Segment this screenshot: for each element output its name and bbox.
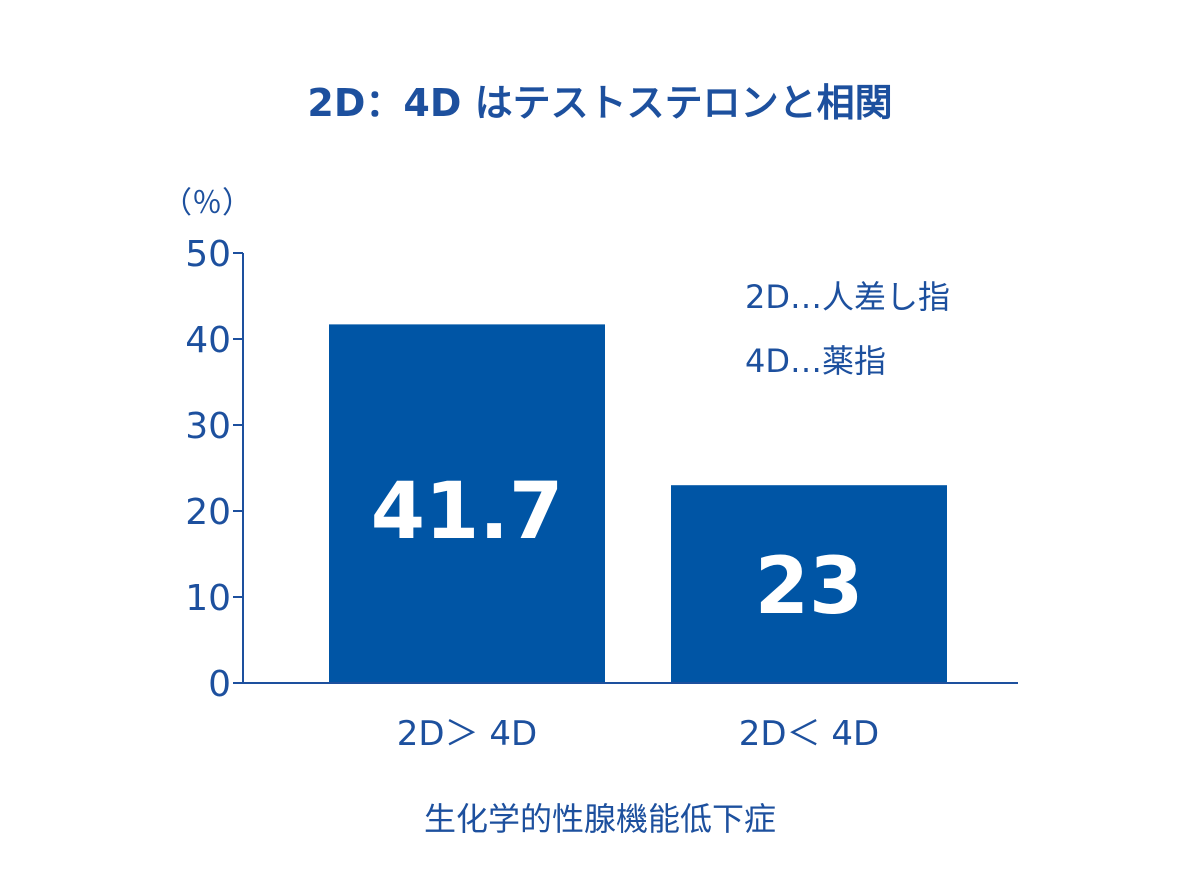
y-tick-label: 20 (185, 492, 231, 533)
y-tick-label: 0 (208, 664, 231, 705)
annotation-4d: 4D…薬指 (745, 342, 886, 380)
y-tick-label: 10 (185, 578, 231, 619)
chart-title: 2D：4D はテストステロンと相関 (307, 81, 892, 125)
y-tick-label: 50 (185, 234, 231, 275)
y-axis-unit: （％） (162, 186, 252, 221)
bar (329, 324, 605, 683)
x-axis-label: 生化学的性腺機能低下症 (424, 800, 776, 838)
annotation-2d: 2D…人差し指 (745, 278, 950, 316)
data-label: 41.7 (371, 467, 563, 557)
y-tick-label: 40 (185, 320, 231, 361)
x-tick-label: 2D＜ 4D (739, 714, 879, 754)
bar (671, 485, 947, 683)
data-label: 23 (755, 542, 864, 632)
y-tick-label: 30 (185, 406, 231, 447)
x-tick-label: 2D＞ 4D (397, 714, 537, 754)
